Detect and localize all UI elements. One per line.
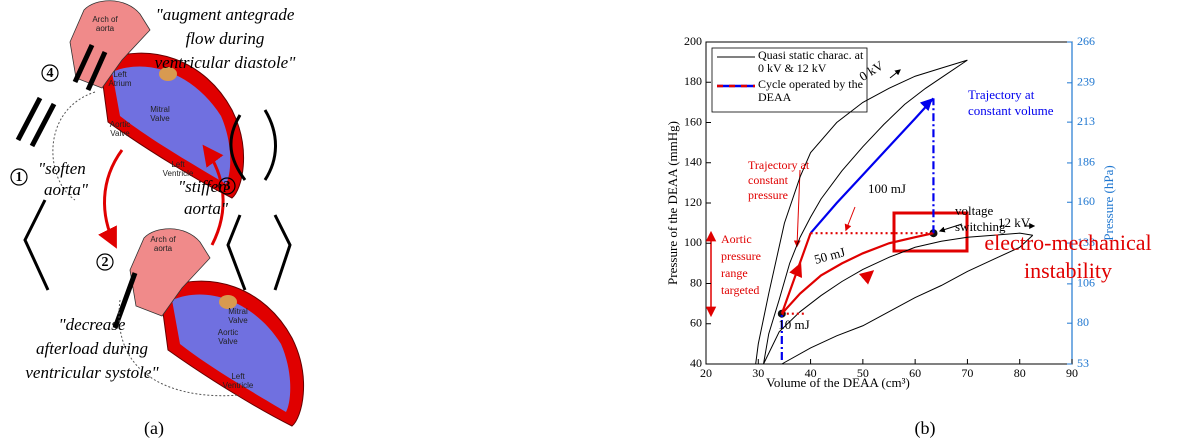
y2-tick-label: 239 <box>1077 75 1095 89</box>
x-tick-label: 80 <box>1014 366 1026 380</box>
annotation: constant volume <box>968 103 1054 118</box>
heart-label: Atrium <box>108 79 131 88</box>
quote-text: ventricular diastole" <box>155 53 297 72</box>
quote-text: flow during <box>186 29 265 48</box>
y-tick-label: 160 <box>684 114 702 128</box>
annotation: targeted <box>721 283 759 297</box>
annotation: Trajectory at <box>968 87 1035 102</box>
x-tick-label: 60 <box>909 366 921 380</box>
y-axis-label: Pressure of the DEAA (mmHg) <box>665 121 680 285</box>
step-number: 3 <box>224 179 231 194</box>
quote-text: "augment antegrade <box>156 5 295 24</box>
series-line <box>782 233 934 314</box>
annotation: pressure <box>748 188 788 202</box>
annotation: electro-mechanical <box>984 230 1151 255</box>
annotation: Trajectory at <box>748 158 810 172</box>
legend-label: Cycle operated by the DEAA <box>758 78 866 104</box>
heart-label: Arch of <box>150 235 176 244</box>
heart-label: Valve <box>228 316 248 325</box>
y2-tick-label: 213 <box>1077 114 1095 128</box>
annotation: 10 mJ <box>778 317 809 332</box>
quote-text: aorta" <box>184 199 229 218</box>
heart-label: Valve <box>110 129 130 138</box>
y-tick-label: 140 <box>684 155 702 169</box>
arrow <box>890 70 900 78</box>
quote-text: "soften <box>38 159 86 178</box>
arrow <box>865 272 872 278</box>
legend-label: Quasi static charac. at 0 kV & 12 kV <box>758 49 866 75</box>
quote-text: "stiffen <box>178 177 227 196</box>
y-tick-label: 60 <box>690 316 702 330</box>
y-tick-label: 120 <box>684 195 702 209</box>
heart-bottom <box>115 229 304 426</box>
step-number: 4 <box>47 66 54 81</box>
heart-label: Aortic <box>218 328 238 337</box>
annotation: instability <box>1024 258 1112 283</box>
annotation: pressure <box>721 249 761 263</box>
y2-tick-label: 160 <box>1077 194 1095 208</box>
y2-tick-label: 266 <box>1077 34 1095 48</box>
y-tick-label: 100 <box>684 235 702 249</box>
heart-label: Mitral <box>228 307 248 316</box>
y-tick-label: 40 <box>690 356 702 370</box>
figure: "augment antegrade flow during ventricular… <box>0 0 1199 447</box>
y-tick-label: 180 <box>684 74 702 88</box>
heart-label: Ventricle <box>163 169 194 178</box>
legend-entry: Cycle operated by the DEAA <box>758 78 866 108</box>
heart-label: Left <box>113 70 127 79</box>
annotation: voltage <box>955 203 993 218</box>
quote-text: aorta" <box>44 180 89 199</box>
x-axis-label: Volume of the DEAA (cm³) <box>766 375 910 390</box>
arrow <box>105 150 122 245</box>
step-number: 1 <box>16 170 23 185</box>
heart-label: Arch of <box>92 15 118 24</box>
x-tick-label: 70 <box>961 366 973 380</box>
step-number: 2 <box>102 255 109 270</box>
quote-text: afterload during <box>36 339 148 358</box>
x-tick-label: 30 <box>752 366 764 380</box>
y-tick-label: 200 <box>684 34 702 48</box>
y-tick-label: 80 <box>690 275 702 289</box>
annotation: 100 mJ <box>868 181 906 196</box>
legend-entry: Quasi static charac. at 0 kV & 12 kV <box>758 49 866 79</box>
caption: (a) <box>144 418 164 439</box>
arrow <box>846 207 855 230</box>
y2-tick-label: 80 <box>1077 315 1089 329</box>
heart-label: aorta <box>154 244 173 253</box>
heart-label: Left <box>171 160 185 169</box>
heart-label: aorta <box>96 24 115 33</box>
annotation: 12 kV <box>998 215 1031 230</box>
heart-label: Ventricle <box>223 381 254 390</box>
heart-label: Mitral <box>150 105 170 114</box>
heart-label: Valve <box>218 337 238 346</box>
y2-tick-label: 53 <box>1077 356 1089 370</box>
annotation: range <box>721 266 748 280</box>
caption: (b) <box>915 418 936 439</box>
heart-label: Left <box>231 372 245 381</box>
heart-label: Valve <box>150 114 170 123</box>
y2-tick-label: 186 <box>1077 155 1095 169</box>
quote-text: "decrease <box>59 315 126 334</box>
series-line <box>782 233 934 314</box>
annotation: Aortic <box>721 232 752 246</box>
annotation: constant <box>748 173 789 187</box>
heart-label: Aortic <box>110 120 130 129</box>
quote-text: ventricular systole" <box>25 363 159 382</box>
